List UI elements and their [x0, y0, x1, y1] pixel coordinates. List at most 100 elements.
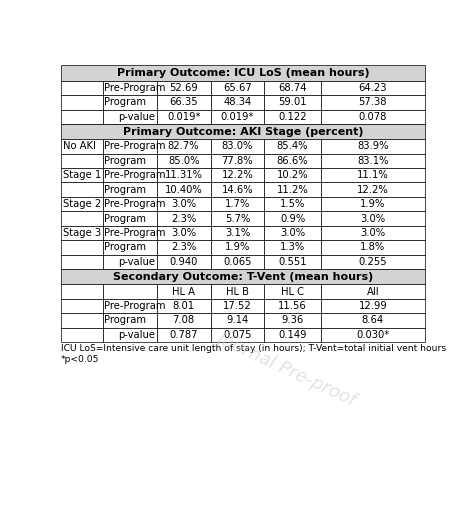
Bar: [210, 95, 264, 109]
Bar: [103, 95, 157, 109]
Text: Pre-Program: Pre-Program: [104, 142, 166, 152]
Bar: [264, 154, 321, 168]
Bar: [61, 109, 103, 124]
Text: 83.1%: 83.1%: [357, 156, 389, 166]
Text: 48.34: 48.34: [223, 97, 252, 107]
Bar: [61, 139, 103, 154]
Bar: [157, 197, 210, 211]
Text: HL B: HL B: [226, 287, 249, 297]
Text: Pre-Program: Pre-Program: [104, 83, 166, 93]
Bar: [321, 284, 425, 299]
Text: 2.3%: 2.3%: [171, 213, 196, 223]
Text: Pre-Program: Pre-Program: [104, 301, 166, 311]
Bar: [264, 299, 321, 313]
Text: Primary Outcome: ICU LoS (mean hours): Primary Outcome: ICU LoS (mean hours): [117, 68, 369, 78]
Bar: [321, 109, 425, 124]
Bar: [103, 139, 157, 154]
Bar: [157, 168, 210, 183]
Bar: [321, 211, 425, 226]
Text: Program: Program: [104, 242, 146, 252]
Bar: [103, 211, 157, 226]
Bar: [103, 299, 157, 313]
Bar: [210, 139, 264, 154]
Text: 86.6%: 86.6%: [277, 156, 309, 166]
Bar: [157, 226, 210, 240]
Text: 12.2%: 12.2%: [221, 170, 253, 180]
Text: Secondary Outcome: T-Vent (mean hours): Secondary Outcome: T-Vent (mean hours): [113, 272, 373, 282]
Text: Stage 3: Stage 3: [63, 228, 100, 238]
Bar: [264, 211, 321, 226]
Text: All: All: [366, 287, 379, 297]
Bar: [157, 211, 210, 226]
Text: 12.99: 12.99: [358, 301, 387, 311]
Bar: [210, 109, 264, 124]
Text: *p<0.05: *p<0.05: [61, 355, 100, 364]
Text: Pre-Program: Pre-Program: [104, 170, 166, 180]
Text: 66.35: 66.35: [169, 97, 198, 107]
Text: Program: Program: [104, 315, 146, 325]
Text: Pre-Program: Pre-Program: [104, 199, 166, 209]
Bar: [103, 109, 157, 124]
Text: 0.019*: 0.019*: [221, 112, 254, 122]
Text: 85.0%: 85.0%: [168, 156, 200, 166]
Bar: [157, 183, 210, 197]
Bar: [321, 313, 425, 327]
Bar: [210, 197, 264, 211]
Bar: [264, 327, 321, 342]
Text: 0.551: 0.551: [278, 257, 307, 267]
Bar: [61, 226, 103, 240]
Text: 1.5%: 1.5%: [280, 199, 305, 209]
Text: 59.01: 59.01: [278, 97, 307, 107]
Bar: [210, 154, 264, 168]
Bar: [321, 240, 425, 254]
Text: Pre-Program: Pre-Program: [104, 228, 166, 238]
Text: 82.7%: 82.7%: [168, 142, 200, 152]
Bar: [264, 284, 321, 299]
Bar: [157, 327, 210, 342]
Text: 11.2%: 11.2%: [277, 185, 309, 195]
Bar: [210, 240, 264, 254]
Text: 0.078: 0.078: [358, 112, 387, 122]
Bar: [103, 284, 157, 299]
Bar: [103, 168, 157, 183]
Bar: [103, 81, 157, 95]
Text: 3.1%: 3.1%: [225, 228, 250, 238]
Bar: [264, 109, 321, 124]
Bar: [61, 240, 103, 254]
Text: 1.8%: 1.8%: [360, 242, 385, 252]
Text: No AKI: No AKI: [63, 142, 95, 152]
Text: 0.940: 0.940: [170, 257, 198, 267]
Text: HL A: HL A: [172, 287, 195, 297]
Bar: [210, 183, 264, 197]
Text: 11.31%: 11.31%: [164, 170, 203, 180]
Text: 0.122: 0.122: [278, 112, 307, 122]
Text: Program: Program: [104, 156, 146, 166]
Bar: [210, 81, 264, 95]
Bar: [264, 139, 321, 154]
Bar: [61, 269, 425, 284]
Text: Journal Pre-proof: Journal Pre-proof: [215, 328, 359, 408]
Text: 1.7%: 1.7%: [225, 199, 250, 209]
Bar: [264, 95, 321, 109]
Bar: [157, 254, 210, 269]
Bar: [321, 81, 425, 95]
Text: Stage 1: Stage 1: [63, 170, 101, 180]
Bar: [157, 284, 210, 299]
Text: 10.40%: 10.40%: [165, 185, 202, 195]
Text: 8.64: 8.64: [362, 315, 384, 325]
Text: 3.0%: 3.0%: [171, 199, 196, 209]
Bar: [103, 254, 157, 269]
Bar: [264, 313, 321, 327]
Text: 1.9%: 1.9%: [225, 242, 250, 252]
Bar: [157, 299, 210, 313]
Bar: [61, 81, 103, 95]
Bar: [103, 226, 157, 240]
Bar: [264, 197, 321, 211]
Bar: [210, 254, 264, 269]
Bar: [321, 226, 425, 240]
Bar: [210, 299, 264, 313]
Text: 10.2%: 10.2%: [277, 170, 309, 180]
Bar: [61, 284, 103, 299]
Bar: [157, 81, 210, 95]
Bar: [321, 197, 425, 211]
